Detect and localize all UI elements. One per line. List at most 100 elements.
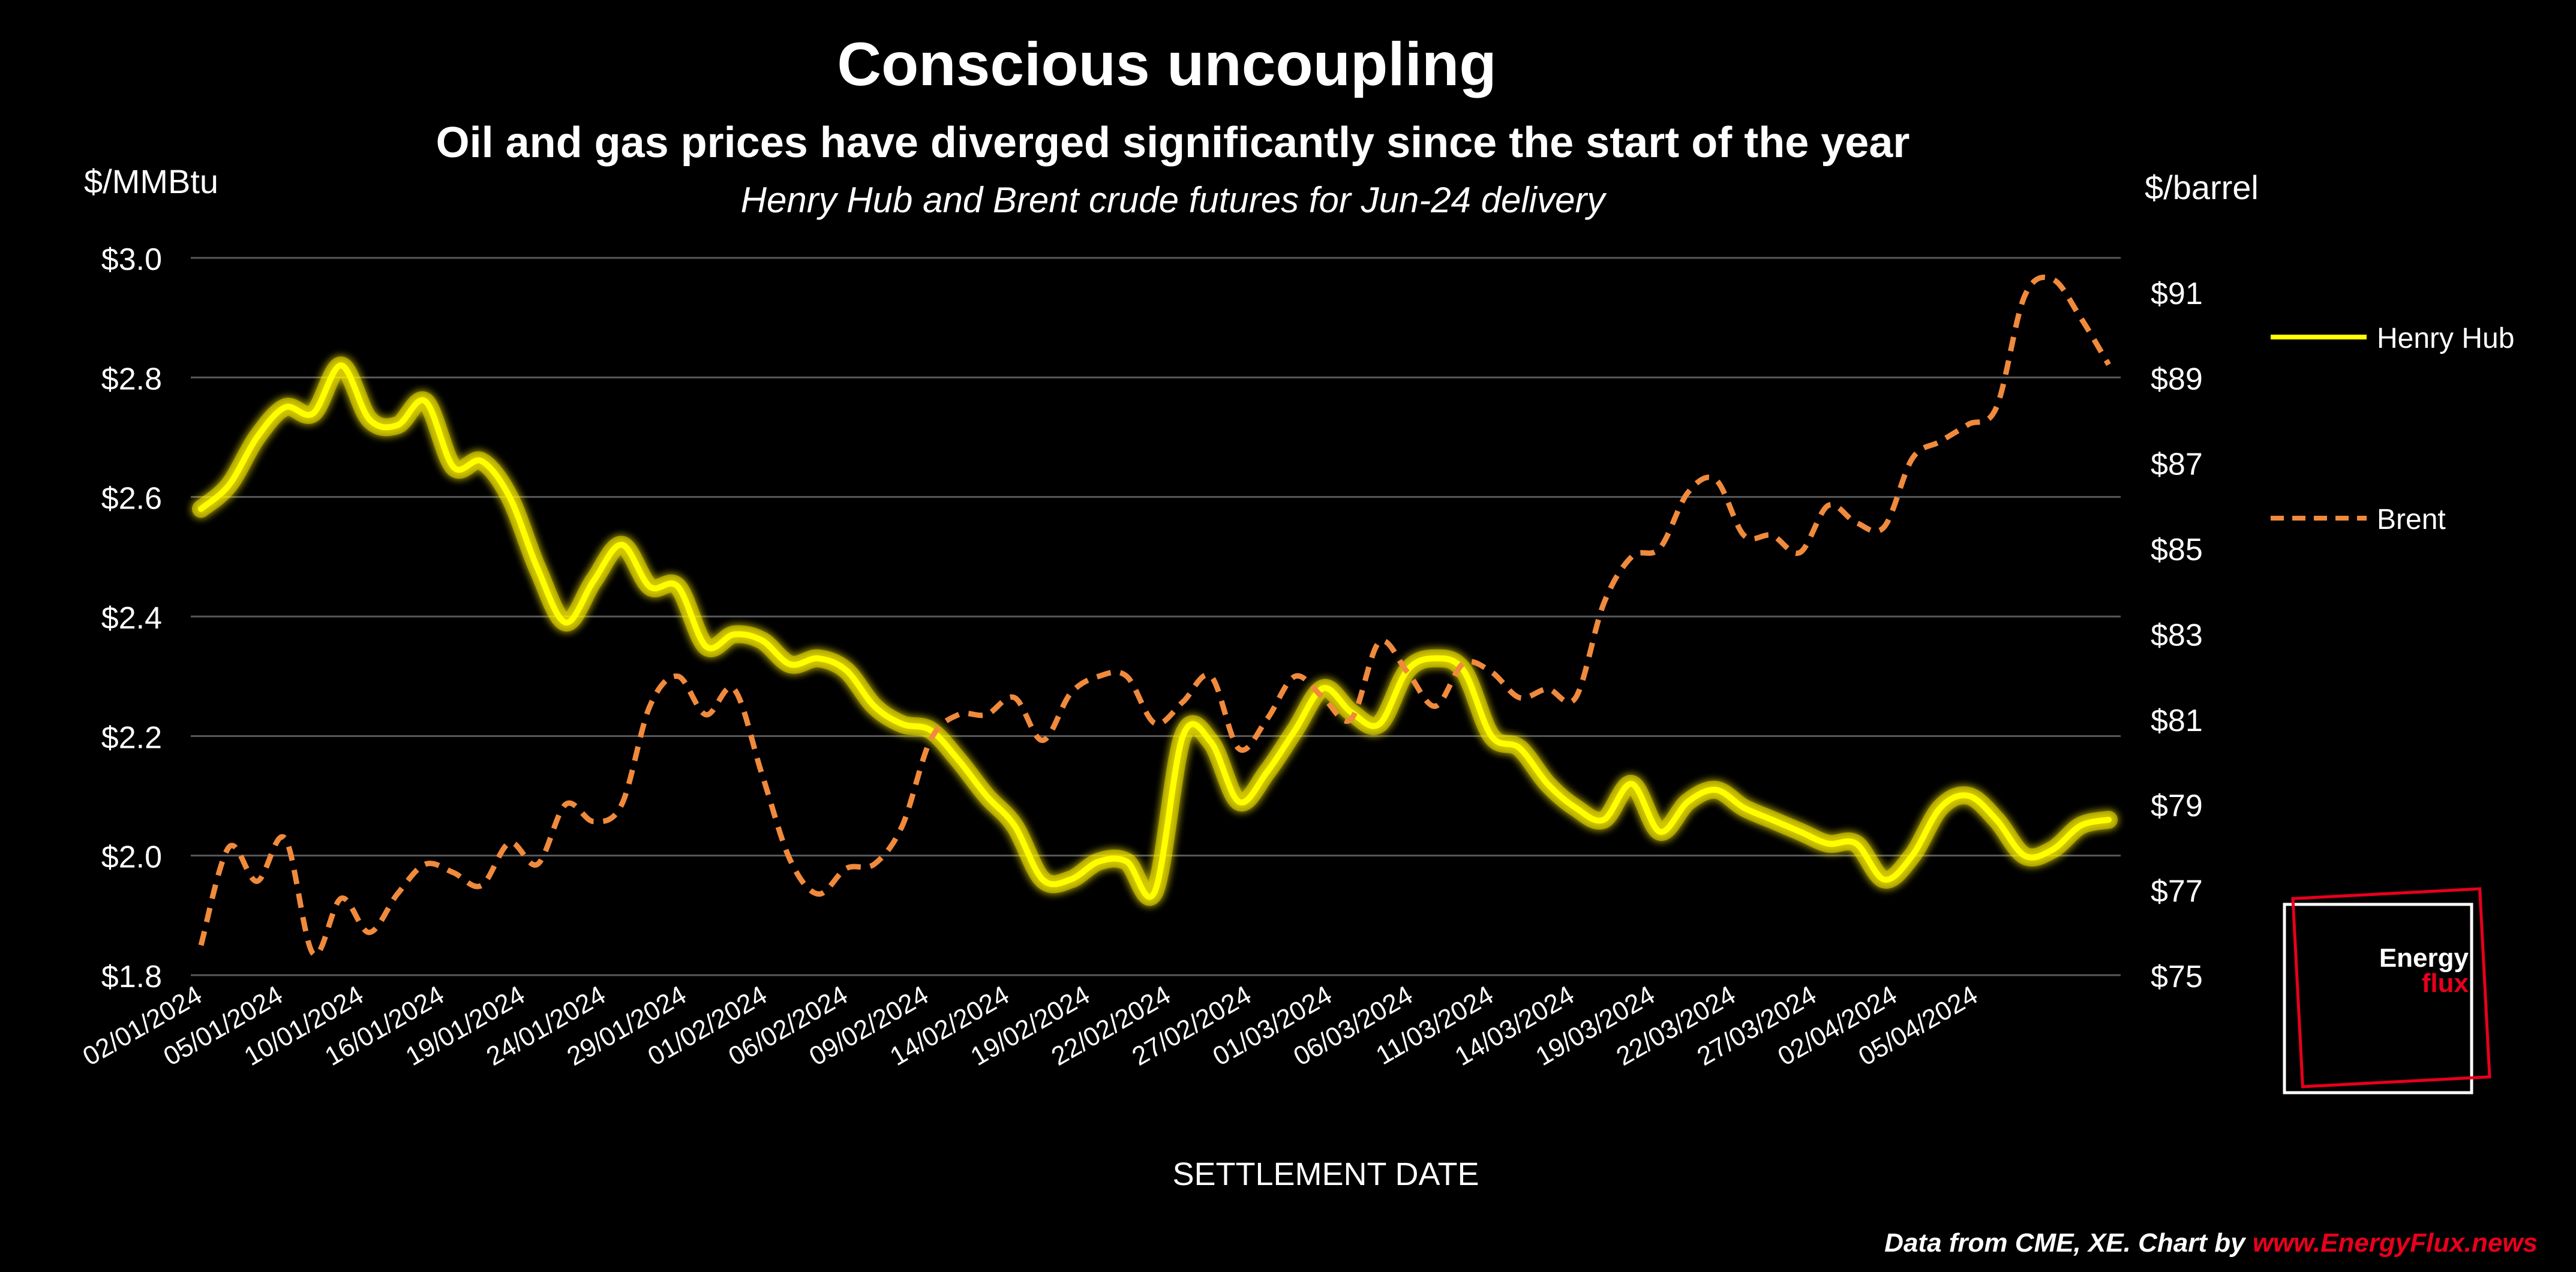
data-point-henry-hub (397, 425, 398, 426)
data-point-henry-hub (1463, 670, 1464, 671)
data-point-henry-hub (481, 461, 482, 462)
y-left-tick-label: $2.6 (101, 482, 162, 516)
data-point-henry-hub (1211, 741, 1212, 742)
data-point-brent (1996, 407, 1997, 408)
data-point-henry-hub (313, 413, 314, 414)
y-right-tick-label: $87 (2151, 447, 2203, 482)
data-point-brent (537, 864, 538, 865)
data-point-brent (1519, 697, 1520, 698)
data-point-brent (1659, 548, 1661, 549)
data-point-brent (1603, 603, 1604, 605)
data-point-henry-hub (1800, 831, 1801, 832)
logo-text-flux: flux (2422, 969, 2469, 998)
data-point-henry-hub (1435, 658, 1436, 659)
data-point-brent (846, 868, 847, 869)
data-point-brent (734, 688, 735, 690)
data-point-brent (565, 804, 566, 805)
data-point-henry-hub (677, 586, 678, 587)
data-point-henry-hub (1491, 735, 1492, 736)
data-point-henry-hub (818, 658, 819, 659)
data-point-brent (1631, 556, 1632, 557)
data-point-brent (649, 706, 650, 707)
data-point-brent (1491, 672, 1492, 673)
data-point-brent (229, 846, 230, 847)
chart-subtitle-italic: Henry Hub and Brent crude futures for Ju… (741, 180, 1608, 220)
chart-subtitle: Oil and gas prices have diverged signifi… (436, 119, 1910, 167)
data-point-brent (1323, 697, 1324, 698)
data-point-henry-hub (1070, 879, 1071, 880)
data-point-brent (1098, 676, 1099, 677)
data-point-brent (818, 894, 819, 895)
data-point-henry-hub (341, 365, 342, 366)
data-point-henry-hub (789, 664, 791, 665)
y-right-tick-label: $89 (2151, 362, 2203, 396)
data-point-henry-hub (1182, 735, 1184, 736)
data-point-henry-hub (1715, 789, 1716, 790)
data-point-brent (1463, 663, 1464, 664)
data-point-brent (1743, 535, 1745, 536)
data-point-brent (1379, 642, 1380, 643)
y-left-tick-labels: $1.8 $2.0 $2.2 $2.4 $2.6 $2.8 $3.0 (101, 242, 162, 994)
y-left-tick-label: $2.4 (101, 601, 162, 636)
data-point-brent (1211, 676, 1212, 677)
data-point-henry-hub (1098, 861, 1099, 862)
data-point-henry-hub (1688, 801, 1689, 802)
y-left-tick-label: $1.8 (101, 960, 162, 994)
data-point-brent (2080, 317, 2081, 318)
data-point-henry-hub (453, 467, 454, 468)
data-point-brent (1968, 424, 1969, 425)
y-right-tick-label: $83 (2151, 618, 2203, 652)
data-point-brent (1575, 697, 1576, 698)
data-point-henry-hub (1603, 819, 1604, 820)
data-point-henry-hub (1827, 843, 1829, 844)
x-tick-labels: 02/01/202405/01/202410/01/202416/01/2024… (78, 980, 1983, 1072)
data-point-brent (1772, 535, 1773, 536)
y-left-axis-label: $/MMBtu (84, 163, 218, 200)
data-point-brent (1435, 706, 1436, 707)
y-right-tick-labels: $75 $77 $79 $81 $83 $85 $87 $89 $91 (2151, 276, 2203, 994)
data-point-brent (1350, 718, 1352, 720)
source-prefix: Data from CME, XE. Chart by (1884, 1228, 2253, 1258)
data-point-henry-hub (1266, 771, 1268, 772)
data-point-brent (257, 880, 258, 882)
data-point-henry-hub (1042, 879, 1043, 880)
data-point-brent (1856, 522, 1857, 523)
data-point-henry-hub (2024, 855, 2025, 856)
data-point-brent (873, 864, 875, 865)
data-point-brent (2108, 364, 2109, 365)
data-point-brent (789, 859, 791, 861)
data-point-brent (1238, 748, 1239, 750)
data-point-henry-hub (1772, 819, 1773, 820)
data-point-brent (761, 774, 762, 775)
series-lines (192, 274, 2118, 958)
data-point-brent (930, 739, 931, 741)
data-point-brent (1827, 505, 1829, 506)
data-point-brent (1295, 676, 1296, 677)
series-line-glow-henry-hub (192, 356, 2118, 906)
data-point-henry-hub (537, 568, 538, 569)
data-point-henry-hub (734, 634, 735, 635)
y-right-tick-label: $79 (2151, 789, 2203, 823)
data-point-henry-hub (1884, 879, 1885, 880)
y-right-tick-label: $81 (2151, 703, 2203, 738)
y-right-tick-label: $91 (2151, 276, 2203, 311)
data-point-henry-hub (1631, 783, 1632, 784)
data-point-henry-hub (1996, 819, 1997, 820)
data-point-brent (481, 885, 482, 886)
data-point-brent (284, 838, 286, 839)
source-link[interactable]: www.EnergyFlux.news (2253, 1228, 2538, 1258)
data-point-henry-hub (509, 497, 510, 498)
data-point-brent (397, 894, 398, 895)
data-point-henry-hub (229, 485, 230, 486)
data-point-henry-hub (1238, 801, 1239, 802)
logo-frame-white (2283, 903, 2473, 1094)
data-point-henry-hub (705, 646, 707, 647)
data-point-henry-hub (369, 419, 370, 420)
data-point-henry-hub (1126, 861, 1127, 862)
data-point-henry-hub (284, 407, 286, 408)
data-point-henry-hub (846, 670, 847, 671)
data-point-henry-hub (1743, 807, 1745, 808)
logo-text-energy: Energy (2379, 943, 2469, 973)
data-point-henry-hub (1350, 711, 1352, 712)
